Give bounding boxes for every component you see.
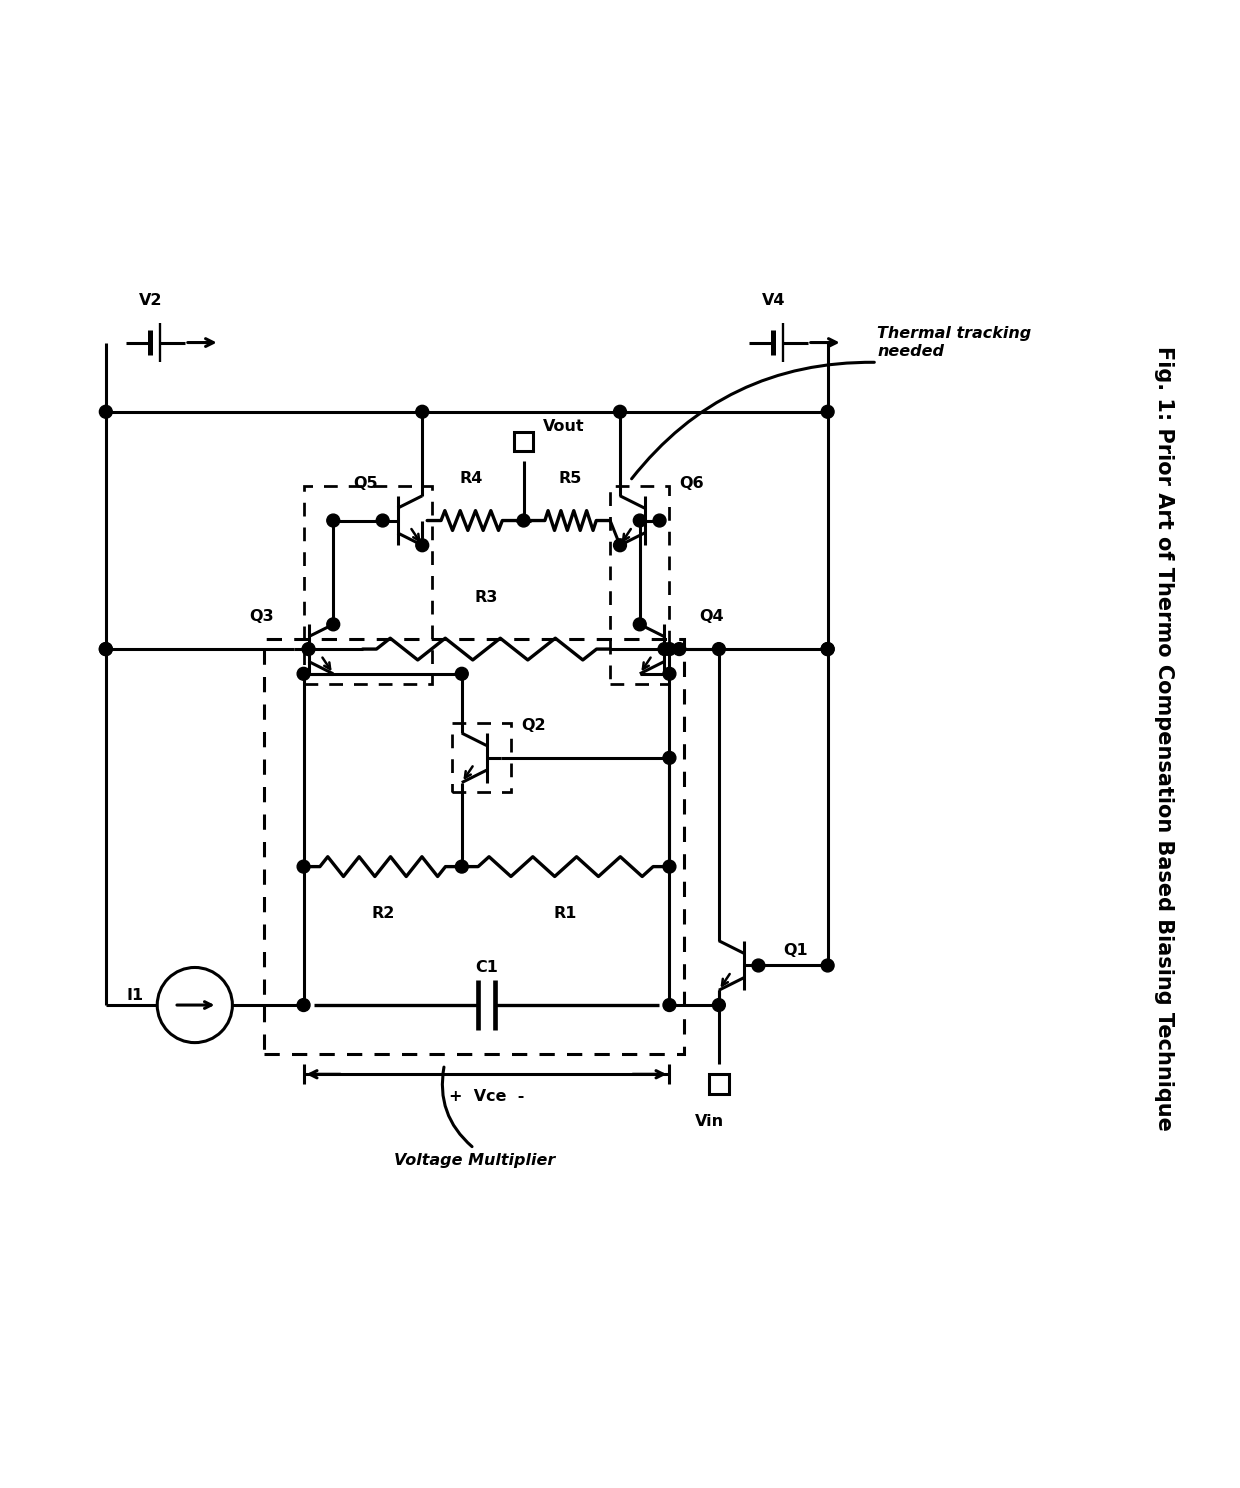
Circle shape: [663, 751, 676, 765]
Circle shape: [713, 998, 725, 1012]
Circle shape: [99, 643, 113, 656]
Circle shape: [663, 998, 676, 1012]
Text: Q5: Q5: [353, 476, 378, 491]
Circle shape: [455, 860, 469, 873]
Circle shape: [713, 643, 725, 656]
Text: Q4: Q4: [699, 610, 724, 625]
Text: Voltage Multiplier: Voltage Multiplier: [393, 1153, 554, 1168]
Circle shape: [298, 668, 310, 680]
Circle shape: [327, 618, 340, 631]
FancyArrowPatch shape: [443, 1067, 472, 1147]
Circle shape: [663, 643, 676, 656]
Circle shape: [415, 405, 429, 418]
Text: I1: I1: [126, 988, 144, 1003]
Circle shape: [415, 539, 429, 552]
Circle shape: [673, 643, 686, 656]
Text: R5: R5: [559, 470, 583, 487]
Text: Q2: Q2: [521, 719, 546, 734]
Circle shape: [653, 515, 666, 527]
Text: Q6: Q6: [680, 476, 704, 491]
Text: Fig. 1: Prior Art of Thermo Compensation Based Biasing Technique: Fig. 1: Prior Art of Thermo Compensation…: [1154, 345, 1174, 1131]
Circle shape: [663, 860, 676, 873]
Circle shape: [99, 643, 113, 656]
Circle shape: [821, 643, 835, 656]
FancyArrowPatch shape: [631, 362, 874, 479]
Circle shape: [821, 960, 835, 972]
Circle shape: [751, 960, 765, 972]
Circle shape: [327, 515, 340, 527]
Bar: [709, 1074, 729, 1094]
Bar: [513, 432, 533, 451]
Circle shape: [658, 643, 671, 656]
Circle shape: [517, 515, 529, 527]
Circle shape: [298, 998, 310, 1012]
Circle shape: [634, 618, 646, 631]
Circle shape: [455, 668, 469, 680]
Text: Thermal tracking
needed: Thermal tracking needed: [877, 326, 1032, 359]
Text: C1: C1: [475, 960, 498, 975]
Circle shape: [821, 405, 835, 418]
Circle shape: [821, 643, 835, 656]
Text: Vout: Vout: [543, 420, 585, 434]
Circle shape: [157, 967, 232, 1043]
Text: R2: R2: [371, 906, 394, 921]
Circle shape: [614, 405, 626, 418]
Text: Vin: Vin: [694, 1115, 724, 1129]
Circle shape: [298, 860, 310, 873]
Circle shape: [376, 515, 389, 527]
Text: +  Vce  -: + Vce -: [449, 1089, 525, 1104]
Text: R3: R3: [475, 589, 498, 604]
Text: V4: V4: [761, 293, 785, 308]
Circle shape: [303, 643, 315, 656]
Text: R1: R1: [554, 906, 578, 921]
Text: V2: V2: [139, 293, 162, 308]
Text: Q1: Q1: [784, 943, 807, 958]
Circle shape: [634, 515, 646, 527]
Text: Q3: Q3: [249, 610, 274, 625]
Text: R4: R4: [460, 470, 484, 487]
Circle shape: [614, 539, 626, 552]
Circle shape: [99, 405, 113, 418]
Circle shape: [663, 668, 676, 680]
